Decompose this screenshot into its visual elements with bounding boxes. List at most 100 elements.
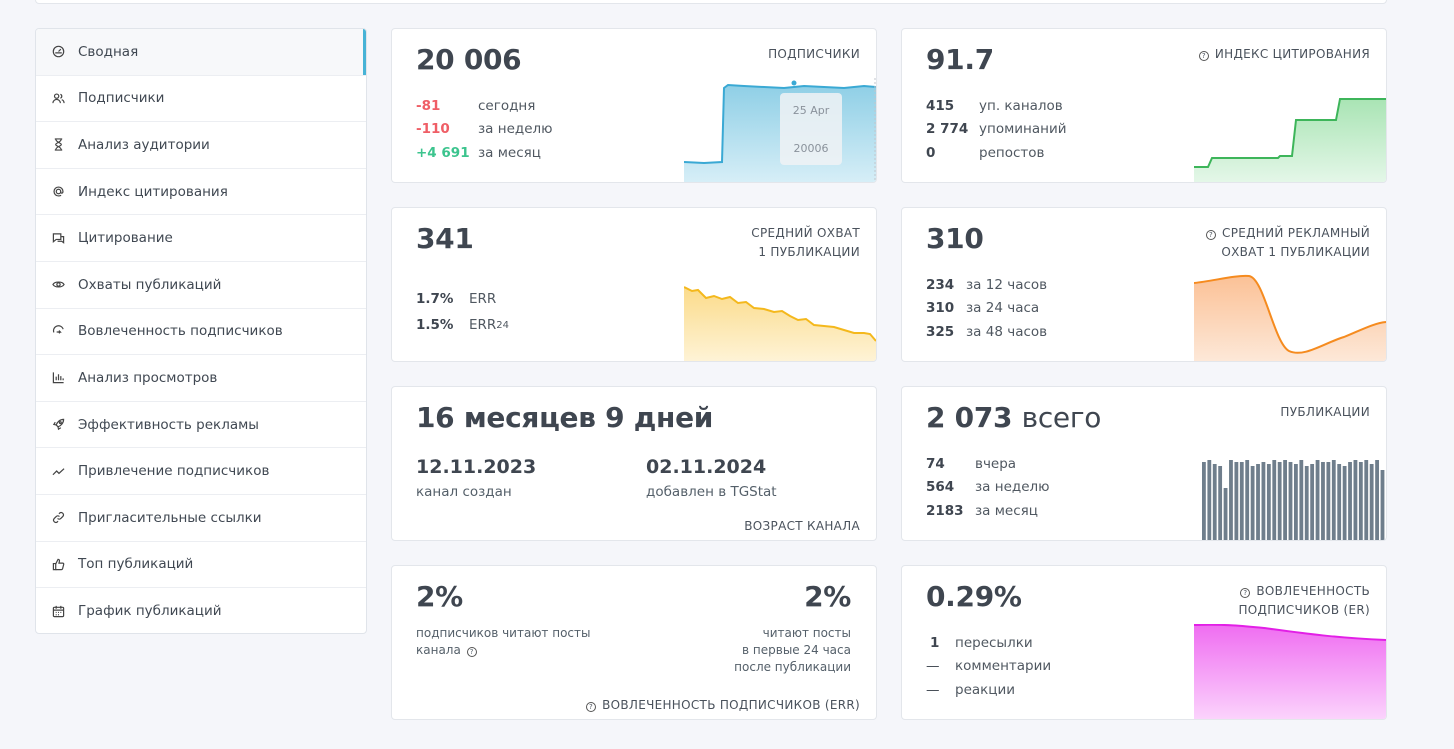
ad-reach-card[interactable]: 310 ? СРЕДНИЙ РЕКЛАМНЫЙ ОХВАТ 1 ПУБЛИКАЦИИ… <box>901 207 1387 362</box>
posts-total-unit: всего <box>1021 401 1102 434</box>
sidebar-item-label: Эффективность рекламы <box>78 416 259 433</box>
posts-bar[interactable] <box>1245 460 1250 540</box>
citation-sparkline[interactable] <box>1194 78 1386 182</box>
card-title-text: ВОВЛЕЧЕННОСТЬ ПОДПИСЧИКОВ (ERR) <box>602 698 860 712</box>
er-value: 0.29% <box>926 580 1022 613</box>
stat-label-subscript: 24 <box>496 319 510 331</box>
stat-value: 2183 <box>926 502 964 519</box>
subscribers-card[interactable]: 20 006 ПОДПИСЧИКИ -81 сегодня -110 за неде… <box>391 28 877 183</box>
question-icon[interactable]: ? <box>1240 588 1251 598</box>
posts-bar[interactable] <box>1207 460 1212 540</box>
posts-bar[interactable] <box>1353 460 1358 540</box>
posts-bar[interactable] <box>1229 460 1233 540</box>
posts-card-title: ПУБЛИКАЦИИ <box>1280 405 1370 419</box>
posts-bar[interactable] <box>1310 464 1315 540</box>
question-icon[interactable]: ? <box>1198 51 1209 61</box>
stat-label: уп. каналов <box>979 97 1063 114</box>
stat-label: за месяц <box>975 502 1038 519</box>
posts-bar[interactable] <box>1315 460 1320 540</box>
posts-bar[interactable] <box>1277 462 1282 540</box>
stat-row: 234 за 12 часов <box>926 273 1047 297</box>
posts-bar[interactable] <box>1342 466 1347 540</box>
posts-bar[interactable] <box>1212 464 1217 540</box>
stat-value: +4 691 <box>416 144 470 161</box>
sidebar-item-top-posts[interactable]: Топ публикаций <box>36 542 366 589</box>
stat-value: 2 774 <box>926 121 969 138</box>
citation-index-card[interactable]: 91.7 ? ИНДЕКС ЦИТИРОВАНИЯ 415 уп. каналов … <box>901 28 1387 183</box>
average-reach-card[interactable]: 341 СРЕДНИЙ ОХВАТ 1 ПУБЛИКАЦИИ 1.7% ERR 1.… <box>391 207 877 362</box>
at-icon <box>52 185 65 198</box>
sidebar-item-views[interactable]: Анализ просмотров <box>36 355 366 402</box>
sidebar-item-label: Подписчики <box>78 90 165 107</box>
question-icon[interactable]: ? <box>1206 230 1217 240</box>
question-icon[interactable]: ? <box>586 702 597 712</box>
posts-card[interactable]: 2 073 всего ПУБЛИКАЦИИ 74 вчера 564 за нед… <box>901 386 1387 541</box>
stat-label: за месяц <box>478 144 541 161</box>
reach-sparkline[interactable] <box>684 281 876 361</box>
posts-bar[interactable] <box>1375 460 1379 540</box>
channel-age-value: 16 месяцев 9 дней <box>416 401 714 434</box>
posts-bar[interactable] <box>1331 460 1336 540</box>
sidebar-item-reach[interactable]: Охваты публикаций <box>36 262 366 309</box>
tooltip-value: 20006 <box>793 142 829 155</box>
question-icon[interactable]: ? <box>466 647 477 657</box>
posts-bar[interactable] <box>1283 460 1287 540</box>
sidebar-item-summary[interactable]: Сводная <box>36 29 366 76</box>
posts-bar[interactable] <box>1358 462 1363 540</box>
stat-row: 325 за 48 часов <box>926 320 1047 344</box>
stat-label: комментарии <box>955 658 1052 675</box>
posts-bar[interactable] <box>1304 466 1309 540</box>
stat-row: 1 пересылки <box>926 631 1051 655</box>
card-title-line: ОХВАТ 1 ПУБЛИКАЦИИ <box>1221 245 1370 259</box>
posts-bar[interactable] <box>1239 462 1244 540</box>
posts-bar[interactable] <box>1266 464 1271 540</box>
posts-bar[interactable] <box>1364 460 1369 540</box>
sidebar-item-invite-links[interactable]: Пригласительные ссылки <box>36 495 366 542</box>
dashboard-icon <box>52 45 65 58</box>
stat-row: -110 за неделю <box>416 118 553 142</box>
posts-bar[interactable] <box>1261 462 1266 540</box>
sidebar-item-ad-efficiency[interactable]: Эффективность рекламы <box>36 402 366 449</box>
stat-label: ERR <box>469 317 497 333</box>
posts-bar[interactable] <box>1256 464 1260 540</box>
tooltip-date: 25 Apr <box>792 104 830 117</box>
posts-bar[interactable] <box>1202 462 1206 540</box>
posts-bar[interactable] <box>1288 462 1293 540</box>
hourglass-icon <box>52 138 65 152</box>
sidebar-item-subscribers[interactable]: Подписчики <box>36 76 366 123</box>
er-sparkline[interactable] <box>1194 624 1386 719</box>
err-card[interactable]: 2% подписчиков читают посты канала ? 2% … <box>391 565 877 720</box>
sidebar-item-citation-index[interactable]: Индекс цитирования <box>36 169 366 216</box>
posts-bar[interactable] <box>1348 462 1352 540</box>
er-card[interactable]: 0.29% ? ВОВЛЕЧЕННОСТЬ ПОДПИСЧИКОВ (ER) 1 пе… <box>901 565 1387 720</box>
ad-reach-sparkline[interactable] <box>1194 273 1386 361</box>
sidebar-item-engagement[interactable]: Вовлеченность подписчиков <box>36 309 366 356</box>
engagement-icon <box>52 325 65 338</box>
posts-bar[interactable] <box>1299 460 1304 540</box>
er-card-title: ? ВОВЛЕЧЕННОСТЬ ПОДПИСЧИКОВ (ER) <box>1238 582 1370 620</box>
text-line: канала <box>416 643 461 657</box>
posts-bar[interactable] <box>1294 464 1298 540</box>
channel-age-card[interactable]: 16 месяцев 9 дней 12.11.2023 канал созда… <box>391 386 877 541</box>
posts-bar[interactable] <box>1234 462 1239 540</box>
posts-bar[interactable] <box>1337 464 1342 540</box>
posts-bar-chart[interactable] <box>1202 456 1386 540</box>
sidebar-item-citations[interactable]: Цитирование <box>36 215 366 262</box>
err-left-text: подписчиков читают посты канала ? <box>416 625 590 659</box>
posts-bar[interactable] <box>1218 466 1223 540</box>
posts-bar[interactable] <box>1321 462 1325 540</box>
rocket-icon <box>52 418 65 431</box>
stat-label: за 12 часов <box>966 276 1048 293</box>
posts-bar[interactable] <box>1326 462 1331 540</box>
posts-bar[interactable] <box>1250 466 1255 540</box>
posts-bar[interactable] <box>1369 464 1374 540</box>
card-title-line: ПОДПИСЧИКОВ (ER) <box>1238 603 1370 617</box>
eye-icon <box>52 278 65 291</box>
posts-bar[interactable] <box>1223 488 1228 540</box>
ad-reach-title: ? СРЕДНИЙ РЕКЛАМНЫЙ ОХВАТ 1 ПУБЛИКАЦИИ <box>1206 224 1370 262</box>
posts-bar[interactable] <box>1380 470 1385 540</box>
posts-bar[interactable] <box>1272 460 1277 540</box>
sidebar-item-acquisition[interactable]: Привлечение подписчиков <box>36 448 366 495</box>
sidebar-item-schedule[interactable]: График публикаций <box>36 588 366 633</box>
sidebar-item-audience[interactable]: Анализ аудитории <box>36 122 366 169</box>
